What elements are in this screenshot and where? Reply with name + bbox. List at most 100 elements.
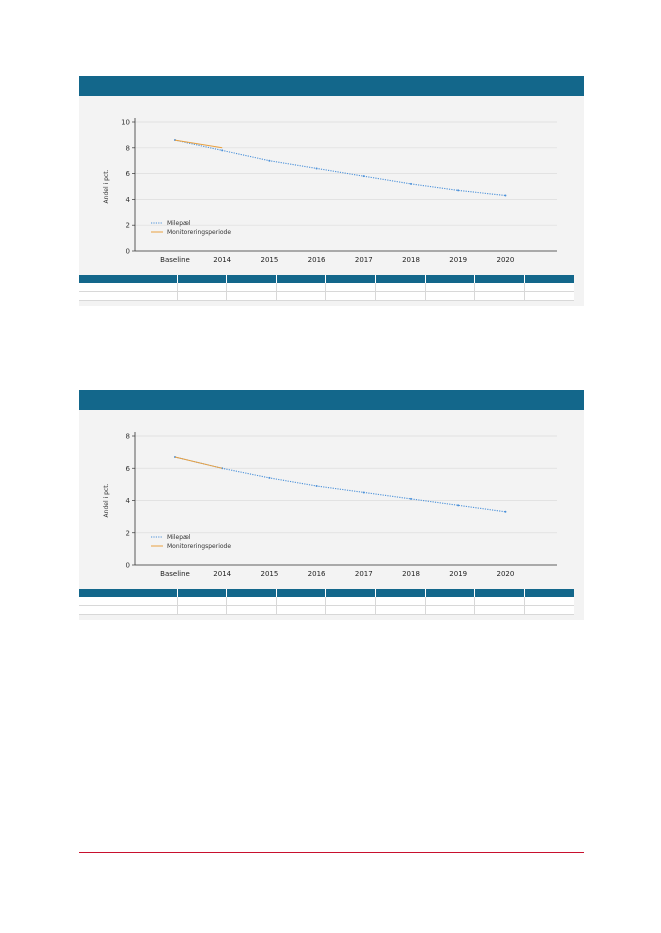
table-header-row xyxy=(79,275,574,283)
table-cell xyxy=(524,291,574,301)
table-cell xyxy=(276,597,327,606)
x-tick-label: 2018 xyxy=(402,570,420,578)
chart-panel-header xyxy=(79,76,584,96)
data-table-1 xyxy=(79,275,574,301)
x-tick-label: 2020 xyxy=(496,256,514,264)
y-axis-label: Andel i pct. xyxy=(103,169,110,203)
table-cell xyxy=(276,605,327,615)
y-tick-label: 10 xyxy=(121,119,130,127)
line-chart-1: 0 2 4 6 8 10 Andel i pct. Baseline 2014 2015 2016 2… xyxy=(103,118,557,264)
table-cell xyxy=(375,291,426,301)
data-point xyxy=(410,497,412,500)
table-row xyxy=(79,283,574,292)
x-tick-label: 2016 xyxy=(308,256,326,264)
table-cell xyxy=(325,283,376,292)
data-point xyxy=(315,167,318,170)
table-cell xyxy=(425,597,476,606)
y-tick-label: 0 xyxy=(126,562,130,570)
x-tick-label: 2018 xyxy=(402,256,420,264)
table-cell xyxy=(425,283,476,292)
table-cell xyxy=(226,291,277,301)
table-cell xyxy=(474,605,525,615)
table-cell xyxy=(425,605,476,615)
table-header-cell xyxy=(276,589,327,597)
x-tick-label: Baseline xyxy=(160,570,190,578)
x-tick-label: Baseline xyxy=(160,256,190,264)
y-tick-label: 4 xyxy=(126,196,131,204)
x-tick-label: 2015 xyxy=(260,256,278,264)
table-header-cell xyxy=(79,589,178,597)
table-cell xyxy=(325,291,376,301)
table-header-cell xyxy=(375,275,426,283)
table-cell xyxy=(177,605,228,615)
table-cell xyxy=(474,283,525,292)
table-header-cell xyxy=(177,275,228,283)
series-line xyxy=(174,456,506,513)
table-cell xyxy=(226,597,277,606)
y-tick-label: 2 xyxy=(126,529,130,537)
table-cell xyxy=(375,597,426,606)
table-header-cell xyxy=(524,275,574,283)
data-point xyxy=(362,491,365,494)
chart-panel-header xyxy=(79,390,584,410)
series-line xyxy=(174,139,223,149)
table-header-row xyxy=(79,589,574,597)
table-row xyxy=(79,291,574,301)
line-chart-2: 0 2 4 6 8 Andel i pct. Baseline 2014 2015 2016 201… xyxy=(103,432,557,578)
data-point xyxy=(504,194,507,197)
x-tick-label: 2014 xyxy=(213,256,231,264)
table-header-cell xyxy=(226,275,277,283)
series-line xyxy=(174,456,223,469)
table-header-cell xyxy=(474,275,525,283)
data-point xyxy=(504,510,507,513)
table-cell xyxy=(325,597,376,606)
table-cell xyxy=(425,291,476,301)
legend-label: Monitoreringsperiode xyxy=(167,543,231,550)
table-header-cell xyxy=(325,275,376,283)
table-cell xyxy=(524,605,574,615)
series-line xyxy=(174,139,506,197)
table-row xyxy=(79,605,574,615)
table-cell xyxy=(177,283,228,292)
y-tick-label: 8 xyxy=(126,144,130,152)
data-point xyxy=(268,159,271,162)
table-header-cell xyxy=(226,589,277,597)
data-point xyxy=(457,504,460,507)
legend-label: Milepæl xyxy=(167,534,191,541)
footer-rule xyxy=(79,852,584,853)
table-cell xyxy=(325,605,376,615)
data-point xyxy=(221,149,224,152)
table-cell xyxy=(177,597,228,606)
table-header-cell xyxy=(325,589,376,597)
table-cell xyxy=(226,605,277,615)
table-header-cell xyxy=(177,589,228,597)
chart-panel-1: 0 2 4 6 8 10 Andel i pct. Baseline 2014 2015 2016 2… xyxy=(79,76,584,306)
table-cell xyxy=(474,597,525,606)
x-tick-label: 2019 xyxy=(449,570,467,578)
table-cell xyxy=(79,283,178,292)
data-point xyxy=(362,175,365,178)
table-header-cell xyxy=(524,589,574,597)
y-axis-label: Andel i pct. xyxy=(103,483,110,517)
data-point xyxy=(315,484,318,487)
legend-label: Milepæl xyxy=(167,220,191,227)
x-tick-label: 2014 xyxy=(213,570,231,578)
x-tick-label: 2017 xyxy=(355,570,373,578)
x-tick-label: 2016 xyxy=(308,570,326,578)
y-tick-label: 8 xyxy=(126,433,130,441)
y-tick-label: 4 xyxy=(126,497,131,505)
table-header-cell xyxy=(425,275,476,283)
table-cell xyxy=(524,283,574,292)
table-header-cell xyxy=(425,589,476,597)
table-header-cell xyxy=(79,275,178,283)
data-point xyxy=(457,189,460,192)
table-cell xyxy=(79,597,178,606)
data-point xyxy=(410,182,412,185)
x-tick-label: 2020 xyxy=(496,570,514,578)
data-point xyxy=(268,476,271,479)
x-tick-label: 2019 xyxy=(449,256,467,264)
table-cell xyxy=(524,597,574,606)
table-cell xyxy=(79,291,178,301)
data-table-2 xyxy=(79,589,574,615)
x-tick-label: 2017 xyxy=(355,256,373,264)
